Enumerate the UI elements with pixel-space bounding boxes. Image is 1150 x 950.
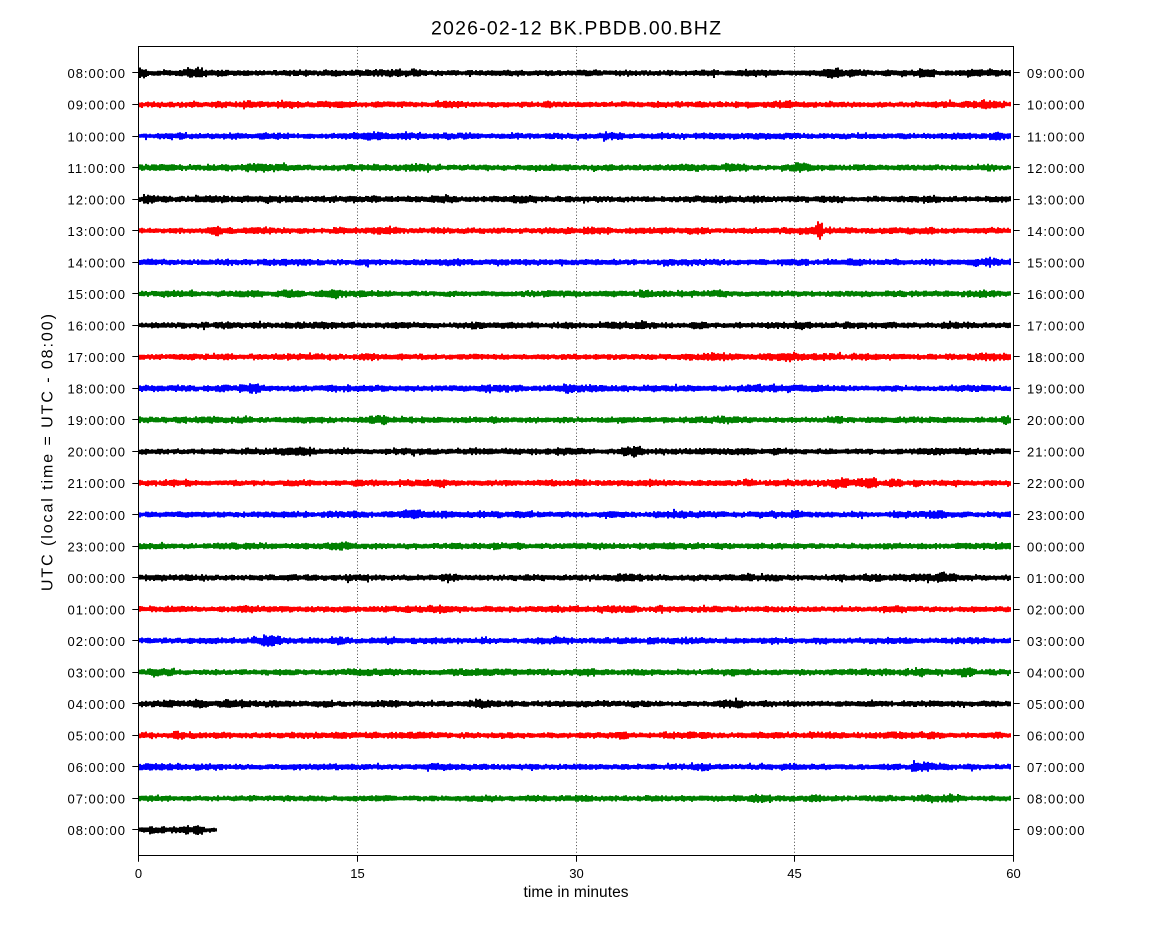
svg-text:45: 45	[787, 866, 801, 881]
svg-text:15:00:00: 15:00:00	[1027, 255, 1085, 270]
svg-text:14:00:00: 14:00:00	[1027, 224, 1085, 239]
svg-text:23:00:00: 23:00:00	[1027, 508, 1085, 523]
svg-text:03:00:00: 03:00:00	[68, 666, 126, 681]
svg-text:04:00:00: 04:00:00	[68, 697, 126, 712]
svg-text:03:00:00: 03:00:00	[1027, 634, 1085, 649]
svg-text:UTC (local time = UTC - 08:00): UTC (local time = UTC - 08:00)	[39, 314, 56, 591]
svg-text:17:00:00: 17:00:00	[68, 350, 126, 365]
svg-text:30: 30	[569, 866, 583, 881]
svg-text:14:00:00: 14:00:00	[68, 255, 126, 270]
svg-text:00:00:00: 00:00:00	[1027, 539, 1085, 554]
svg-text:22:00:00: 22:00:00	[68, 508, 126, 523]
svg-text:06:00:00: 06:00:00	[1027, 729, 1085, 744]
svg-text:08:00:00: 08:00:00	[68, 823, 126, 838]
svg-text:time in minutes: time in minutes	[524, 884, 629, 901]
svg-text:23:00:00: 23:00:00	[68, 539, 126, 554]
svg-text:09:00:00: 09:00:00	[68, 98, 126, 113]
svg-text:12:00:00: 12:00:00	[1027, 161, 1085, 176]
svg-text:02:00:00: 02:00:00	[68, 634, 126, 649]
svg-text:17:00:00: 17:00:00	[1027, 319, 1085, 334]
svg-text:09:00:00: 09:00:00	[1027, 66, 1085, 81]
svg-text:04:00:00: 04:00:00	[1027, 666, 1085, 681]
svg-text:13:00:00: 13:00:00	[68, 224, 126, 239]
svg-text:08:00:00: 08:00:00	[1027, 792, 1085, 807]
svg-text:01:00:00: 01:00:00	[68, 602, 126, 617]
svg-text:20:00:00: 20:00:00	[68, 445, 126, 460]
svg-text:10:00:00: 10:00:00	[1027, 98, 1085, 113]
svg-text:09:00:00: 09:00:00	[1027, 823, 1085, 838]
svg-text:06:00:00: 06:00:00	[68, 760, 126, 775]
svg-text:18:00:00: 18:00:00	[68, 382, 126, 397]
svg-text:60: 60	[1006, 866, 1020, 881]
svg-text:21:00:00: 21:00:00	[1027, 445, 1085, 460]
svg-text:07:00:00: 07:00:00	[1027, 760, 1085, 775]
svg-text:18:00:00: 18:00:00	[1027, 350, 1085, 365]
svg-text:19:00:00: 19:00:00	[1027, 382, 1085, 397]
svg-text:15: 15	[350, 866, 364, 881]
svg-text:02:00:00: 02:00:00	[1027, 602, 1085, 617]
svg-text:12:00:00: 12:00:00	[68, 192, 126, 207]
svg-text:13:00:00: 13:00:00	[1027, 192, 1085, 207]
svg-text:11:00:00: 11:00:00	[1027, 129, 1085, 144]
svg-text:20:00:00: 20:00:00	[1027, 413, 1085, 428]
svg-text:05:00:00: 05:00:00	[1027, 697, 1085, 712]
svg-text:05:00:00: 05:00:00	[68, 729, 126, 744]
svg-text:0: 0	[135, 866, 142, 881]
svg-text:08:00:00: 08:00:00	[68, 66, 126, 81]
svg-text:22:00:00: 22:00:00	[1027, 476, 1085, 491]
svg-text:16:00:00: 16:00:00	[68, 319, 126, 334]
svg-text:07:00:00: 07:00:00	[68, 792, 126, 807]
svg-text:21:00:00: 21:00:00	[68, 476, 126, 491]
svg-text:11:00:00: 11:00:00	[68, 161, 126, 176]
svg-text:2026-02-12 BK.PBDB.00.BHZ: 2026-02-12 BK.PBDB.00.BHZ	[431, 18, 721, 40]
svg-text:01:00:00: 01:00:00	[1027, 571, 1085, 586]
svg-text:15:00:00: 15:00:00	[68, 287, 126, 302]
svg-text:16:00:00: 16:00:00	[1027, 287, 1085, 302]
svg-text:10:00:00: 10:00:00	[68, 129, 126, 144]
svg-text:19:00:00: 19:00:00	[68, 413, 126, 428]
svg-text:00:00:00: 00:00:00	[68, 571, 126, 586]
